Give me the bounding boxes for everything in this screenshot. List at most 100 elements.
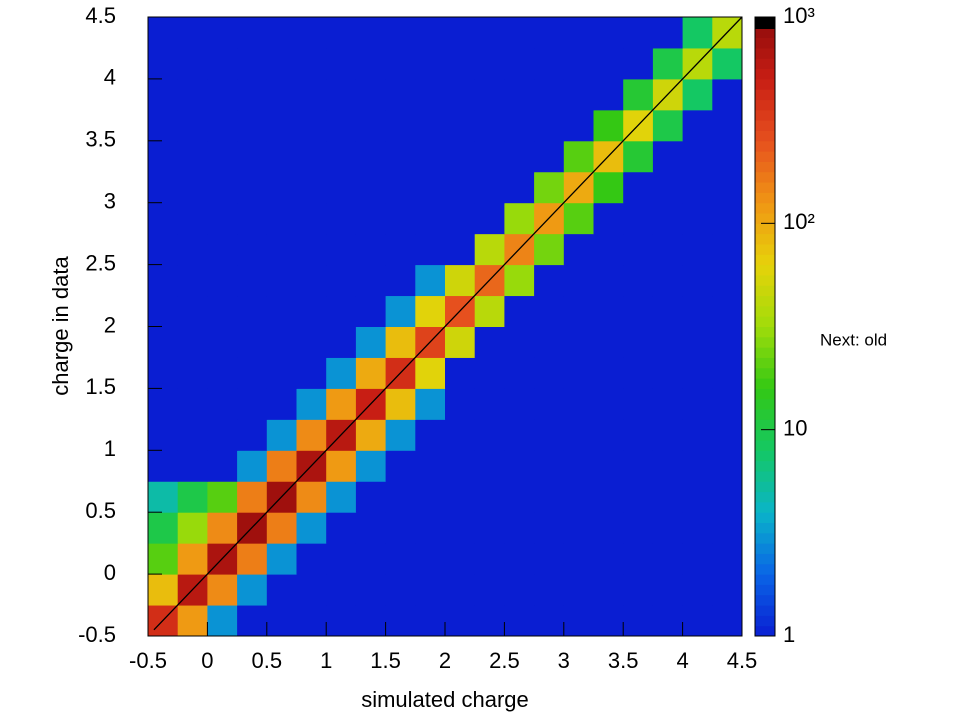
heatmap-cell	[326, 17, 357, 49]
colorbar-strip	[755, 99, 775, 111]
heatmap-cell	[593, 233, 624, 266]
heatmap-cell	[237, 419, 268, 451]
heatmap-cell	[534, 605, 565, 637]
y-tick-label: 3.5	[85, 127, 116, 152]
heatmap-cell	[355, 326, 387, 358]
heatmap-cell	[266, 78, 297, 111]
heatmap-cell	[712, 450, 743, 482]
colorbar-top	[755, 17, 775, 29]
heatmap-cell	[593, 202, 624, 235]
heatmap-cell	[355, 78, 387, 111]
heatmap-cell	[652, 512, 684, 544]
heatmap-cell	[415, 450, 446, 482]
heatmap-cell	[445, 171, 476, 204]
heatmap-cell	[474, 140, 505, 173]
y-tick-label: 0	[104, 560, 116, 585]
heatmap-cell	[237, 574, 268, 606]
heatmap-cell	[266, 47, 297, 80]
heatmap-cell	[296, 512, 327, 544]
heatmap-cell	[563, 295, 594, 327]
heatmap-cell	[474, 388, 505, 420]
heatmap-cell	[355, 295, 387, 327]
heatmap-cell	[712, 78, 743, 111]
heatmap-cell	[296, 264, 327, 297]
colorbar-strip	[755, 140, 775, 152]
heatmap-cell	[266, 109, 297, 142]
heatmap-cell	[207, 171, 238, 204]
heatmap-cell	[563, 388, 594, 420]
heatmap-cell	[326, 264, 357, 297]
heatmap-cell	[474, 357, 505, 389]
heatmap-cell	[474, 543, 505, 575]
colorbar-strip	[755, 419, 775, 431]
y-tick-label: 4	[104, 65, 116, 90]
colorbar-strip	[755, 470, 775, 482]
heatmap-cell	[623, 419, 654, 451]
heatmap-cell	[534, 140, 565, 173]
heatmap-cell	[207, 264, 238, 297]
colorbar-strip	[755, 151, 775, 162]
heatmap-cell	[207, 357, 238, 389]
heatmap-cell	[504, 450, 535, 482]
colorbar-strip	[755, 439, 775, 451]
heatmap-cell	[623, 17, 654, 49]
heatmap-cell	[593, 481, 624, 513]
heatmap-cell	[415, 233, 446, 266]
colorbar-strip	[755, 512, 775, 524]
heatmap-cell	[326, 326, 357, 358]
fit-line	[153, 16, 743, 631]
annotation: Next: old	[820, 330, 887, 349]
heatmap-cell	[296, 140, 327, 173]
colorbar-strip	[755, 553, 775, 565]
heatmap-cell	[237, 481, 268, 513]
heatmap-cell	[474, 109, 505, 142]
colorbar-strip	[755, 316, 775, 327]
heatmap-cell	[385, 326, 416, 358]
heatmap-cell	[593, 419, 624, 451]
colorbar-strip	[755, 615, 775, 627]
heatmap-cell	[415, 264, 446, 297]
heatmap-cell	[385, 202, 416, 235]
colorbar-strip	[755, 120, 775, 131]
heatmap-cell	[355, 450, 387, 482]
heatmap-cell	[504, 17, 535, 49]
heatmap-cell	[563, 512, 594, 544]
heatmap-cell	[177, 450, 208, 482]
heatmap-cell	[445, 543, 476, 575]
colorbar-strip	[755, 161, 775, 173]
heatmap-cell	[385, 388, 416, 420]
heatmap-cell	[712, 543, 743, 575]
heatmap-cell	[237, 326, 268, 358]
heatmap-cell	[682, 450, 713, 482]
heatmap-cell	[148, 78, 179, 111]
x-tick-label: 1.5	[370, 648, 401, 673]
heatmap-cell	[712, 605, 743, 637]
heatmap-cell	[207, 512, 238, 544]
heatmap-cell	[296, 109, 327, 142]
heatmap-cell	[148, 202, 179, 235]
heatmap-cell	[177, 512, 208, 544]
y-tick-label: 2	[104, 312, 116, 337]
heatmap-cell	[593, 512, 624, 544]
heatmap-cell	[355, 109, 387, 142]
colorbar-strip	[755, 285, 775, 297]
colorbar-tick-label: 1	[783, 622, 795, 647]
heatmap-cell	[712, 202, 743, 235]
heatmap-cell	[504, 47, 535, 80]
heatmap-cell	[326, 481, 357, 513]
heatmap-cell	[237, 543, 268, 575]
heatmap-cell	[177, 233, 208, 266]
heatmap-cell	[148, 543, 179, 575]
heatmap-cell	[682, 543, 713, 575]
heatmap-cell	[712, 326, 743, 358]
heatmap-cell	[652, 109, 684, 142]
heatmap-cell	[296, 574, 327, 606]
heatmap-cell	[712, 388, 743, 420]
heatmap-cell	[266, 202, 297, 235]
colorbar-strip	[755, 192, 775, 204]
heatmap-cell	[385, 109, 416, 142]
heatmap-cell	[593, 171, 624, 204]
heatmap-cell	[534, 78, 565, 111]
heatmap-cell	[415, 419, 446, 451]
